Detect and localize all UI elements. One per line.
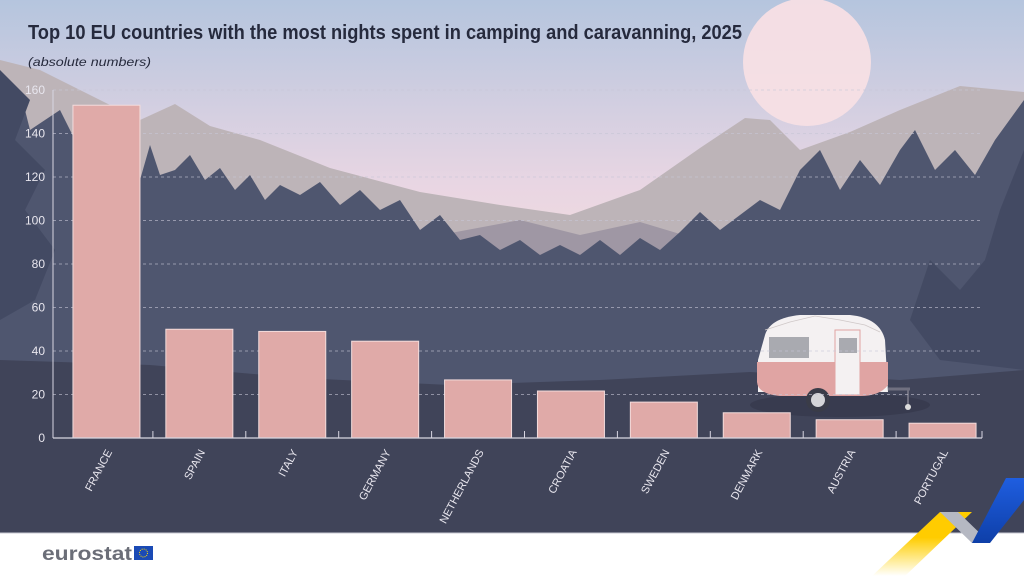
bar-germany	[351, 340, 420, 439]
y-tick-label: 20	[32, 388, 46, 402]
y-tick-label: 80	[32, 257, 46, 271]
right-trees	[910, 150, 1024, 370]
left-trees	[0, 70, 55, 320]
y-tick-label: 40	[32, 344, 46, 358]
bar-croatia	[536, 390, 605, 439]
jack-wheel	[905, 404, 911, 410]
y-tick-label: 140	[25, 127, 45, 141]
chart-title: Top 10 EU countries with the most nights…	[28, 22, 742, 44]
logo-text: eurostat	[42, 544, 133, 565]
bar-denmark	[722, 412, 791, 439]
eurostat-logo: eurostat	[42, 544, 153, 565]
door-window	[839, 338, 857, 353]
eu-stars-icon	[139, 548, 148, 558]
bar-france	[72, 104, 141, 439]
wheel-hub	[811, 393, 825, 407]
chart-title-group: Top 10 EU countries with the most nights…	[28, 22, 742, 69]
eu-flag-icon	[134, 546, 153, 560]
caravan	[750, 315, 930, 417]
chart-subtitle: (absolute numbers)	[28, 55, 151, 69]
bar-netherlands	[444, 379, 513, 439]
y-tick-label: 100	[25, 214, 45, 228]
sun	[743, 0, 871, 126]
bar-spain	[165, 328, 234, 439]
bars	[72, 104, 977, 439]
y-tick-label: 60	[32, 301, 46, 315]
caravan-shadow	[750, 393, 930, 417]
bar-sweden	[629, 401, 698, 439]
footer-background	[0, 533, 1024, 576]
footer: eurostat	[0, 478, 1024, 576]
caravan-window	[769, 337, 809, 358]
bar-austria	[815, 419, 884, 439]
bar-portugal	[908, 422, 977, 439]
y-axis: 0 20 40 60 80 100 120 140 160	[25, 83, 54, 445]
gridlines	[53, 89, 982, 395]
y-tick-label: 0	[38, 431, 45, 445]
background-landscape	[0, 0, 1024, 533]
y-tick-label: 160	[25, 83, 45, 97]
bunting	[764, 315, 881, 333]
yellow-ribbon	[872, 512, 972, 576]
blue-ribbon	[972, 478, 1024, 543]
y-tick-label: 120	[25, 170, 45, 184]
bar-italy	[258, 330, 327, 439]
